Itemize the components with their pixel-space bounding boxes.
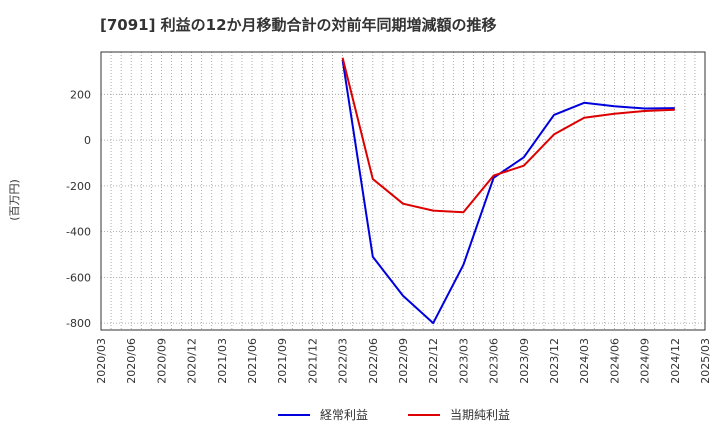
plot-frame [100,51,706,331]
x-tick-label: 2022/12 [427,338,440,384]
series-line-2 [341,57,675,214]
x-tick-label: 2022/03 [337,338,350,384]
x-tick-label: 2025/03 [699,338,712,384]
x-tick-label: 2022/09 [397,338,410,384]
legend-label-2: 当期純利益 [450,408,510,422]
x-tick-label: 2021/09 [276,338,289,384]
y-tick-label: 200 [70,88,91,101]
x-tick-label: 2020/03 [95,338,108,384]
x-tick-label: 2020/09 [155,338,168,384]
x-tick-label: 2023/03 [457,338,470,384]
chart-title: [7091] 利益の12か月移動合計の対前年同期増減額の推移 [100,16,497,34]
x-tick-label: 2024/06 [608,338,621,384]
x-tick-label: 2020/06 [125,338,138,384]
x-tick-label: 2020/12 [186,338,199,384]
y-tick-label: 0 [84,134,91,147]
legend: 経常利益 当期純利益 [278,408,510,422]
y-tick-label: -800 [66,317,91,330]
x-tick-label: 2024/03 [578,338,591,384]
x-tick-label: 2021/03 [216,338,229,384]
x-tick-label: 2023/09 [518,338,531,384]
series-line-1 [341,59,675,325]
y-axis-label: (百万円) [8,179,21,221]
y-tick-label: -200 [66,180,91,193]
x-tick-label: 2024/09 [639,338,652,384]
y-axis: 200 0 -200 -400 -600 -800 [66,88,91,330]
x-tick-label: 2023/12 [548,338,561,384]
x-axis: 2020/03 2020/06 2020/09 2020/12 2021/03 2021/… [95,338,712,384]
grid [101,52,705,330]
x-tick-label: 2024/12 [669,338,682,384]
y-tick-label: -600 [66,271,91,284]
x-tick-label: 2021/12 [306,338,319,384]
x-tick-label: 2023/06 [488,338,501,384]
legend-label-1: 経常利益 [320,408,368,422]
y-tick-label: -400 [66,226,91,239]
x-tick-label: 2021/06 [246,338,259,384]
series-lines [341,57,675,325]
x-tick-label: 2022/06 [367,338,380,384]
